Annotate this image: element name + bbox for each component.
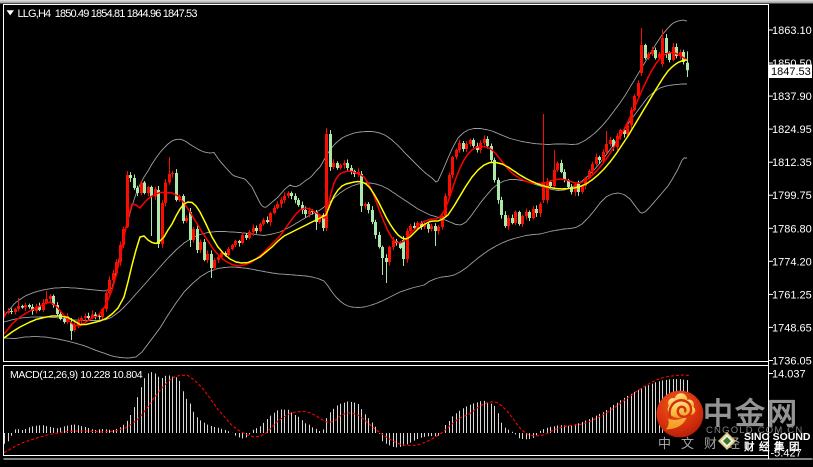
svg-text:-5.427: -5.427 — [771, 447, 802, 459]
svg-text:14.037: 14.037 — [772, 369, 806, 381]
svg-text:1824.95: 1824.95 — [772, 124, 812, 136]
svg-text:SINO SOUND: SINO SOUND — [744, 431, 811, 443]
svg-text:中金网: 中金网 — [703, 397, 799, 431]
svg-text:1786.80: 1786.80 — [772, 223, 812, 235]
svg-text:1761.25: 1761.25 — [772, 289, 812, 301]
svg-text:1799.75: 1799.75 — [772, 190, 812, 202]
svg-text:MACD(12,26,9) 10.228 10.804: MACD(12,26,9) 10.228 10.804 — [10, 369, 143, 381]
svg-text:中文财经: 中文财经 — [658, 436, 750, 451]
svg-text:1736.05: 1736.05 — [772, 356, 812, 368]
svg-text:1812.35: 1812.35 — [772, 157, 812, 169]
svg-text:1774.20: 1774.20 — [772, 256, 812, 268]
svg-text:1863.10: 1863.10 — [772, 25, 812, 37]
svg-text:1748.65: 1748.65 — [772, 322, 812, 334]
svg-text:LLG,H4 1850.49 1854.81 1844.9: LLG,H4 1850.49 1854.81 1844.96 1847.53 — [18, 8, 198, 20]
svg-text:1847.53: 1847.53 — [771, 66, 811, 78]
svg-text:CNGOLD.COM.CN: CNGOLD.COM.CN — [706, 425, 803, 436]
svg-text:财经集团: 财经集团 — [743, 440, 804, 453]
svg-text:1837.90: 1837.90 — [772, 91, 812, 103]
